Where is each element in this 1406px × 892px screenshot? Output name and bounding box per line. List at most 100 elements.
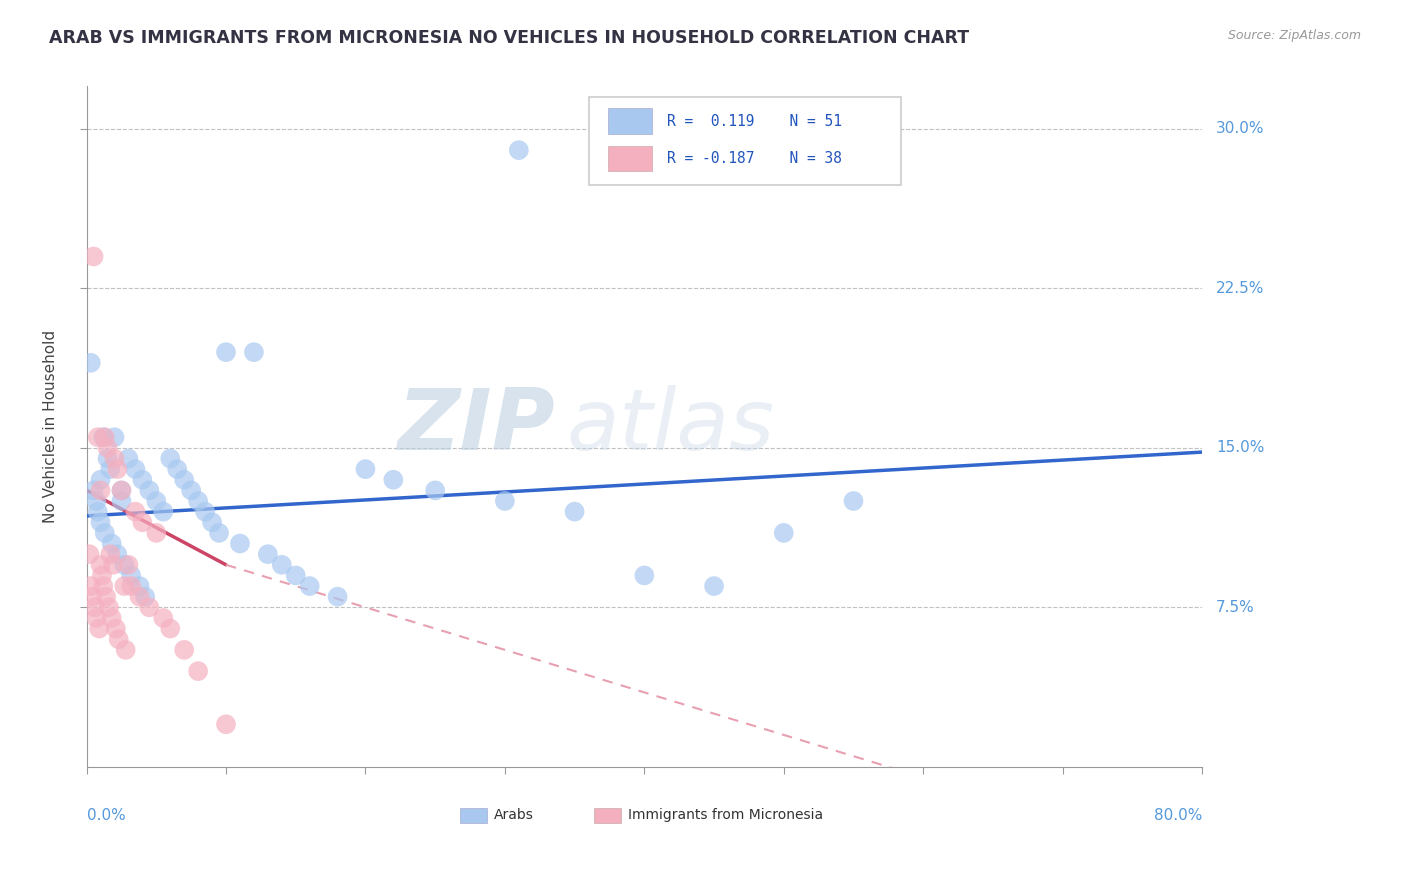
Point: [145, 525, 167, 540]
Point: [82, 590, 104, 604]
Point: [103, 451, 125, 466]
Point: [90, 558, 112, 572]
Text: 7.5%: 7.5%: [1216, 599, 1254, 615]
Text: Arabs: Arabs: [494, 808, 534, 822]
Text: Source: ZipAtlas.com: Source: ZipAtlas.com: [1227, 29, 1361, 42]
Point: [114, 643, 136, 657]
Point: [103, 430, 125, 444]
Point: [382, 473, 405, 487]
Text: 30.0%: 30.0%: [1216, 121, 1264, 136]
Point: [110, 483, 132, 498]
Point: [79, 547, 101, 561]
Bar: [607, 145, 652, 171]
Point: [215, 345, 238, 359]
Point: [508, 143, 530, 157]
Point: [87, 430, 110, 444]
Point: [494, 494, 516, 508]
Point: [80, 356, 103, 370]
Point: [101, 558, 124, 572]
Bar: [595, 807, 621, 822]
Point: [138, 600, 160, 615]
Point: [117, 451, 139, 466]
Text: 15.0%: 15.0%: [1216, 441, 1264, 455]
Point: [84, 600, 107, 615]
Point: [91, 579, 114, 593]
Text: 22.5%: 22.5%: [1216, 281, 1264, 296]
Point: [83, 250, 105, 264]
Point: [180, 483, 202, 498]
Point: [105, 462, 128, 476]
Point: [270, 558, 292, 572]
Point: [83, 483, 105, 498]
FancyBboxPatch shape: [589, 96, 901, 185]
Point: [90, 568, 112, 582]
Point: [354, 462, 377, 476]
Point: [772, 525, 794, 540]
Point: [124, 462, 146, 476]
Y-axis label: No Vehicles in Household: No Vehicles in Household: [44, 330, 58, 523]
Point: [152, 505, 174, 519]
Point: [425, 483, 447, 498]
Point: [194, 505, 217, 519]
Point: [173, 643, 195, 657]
Point: [564, 505, 586, 519]
Point: [842, 494, 865, 508]
Point: [86, 494, 108, 508]
Point: [86, 611, 108, 625]
Point: [229, 536, 252, 550]
Text: ARAB VS IMMIGRANTS FROM MICRONESIA NO VEHICLES IN HOUSEHOLD CORRELATION CHART: ARAB VS IMMIGRANTS FROM MICRONESIA NO VE…: [49, 29, 969, 46]
Point: [93, 430, 115, 444]
Point: [90, 473, 112, 487]
Point: [187, 494, 209, 508]
Point: [284, 568, 307, 582]
Point: [112, 558, 135, 572]
Point: [124, 505, 146, 519]
Point: [91, 430, 114, 444]
Point: [159, 622, 181, 636]
Bar: [607, 108, 652, 134]
Point: [326, 590, 349, 604]
Point: [131, 516, 153, 530]
Point: [110, 494, 132, 508]
Point: [100, 536, 122, 550]
Point: [120, 579, 142, 593]
Point: [243, 345, 266, 359]
Point: [128, 579, 150, 593]
Point: [98, 462, 121, 476]
Point: [90, 516, 112, 530]
Point: [80, 579, 103, 593]
Text: R =  0.119    N = 51: R = 0.119 N = 51: [666, 113, 842, 128]
Point: [128, 590, 150, 604]
Point: [98, 547, 121, 561]
Point: [187, 664, 209, 678]
Point: [215, 717, 238, 731]
Point: [633, 568, 655, 582]
Point: [145, 494, 167, 508]
Point: [93, 525, 115, 540]
Point: [120, 568, 142, 582]
Point: [100, 611, 122, 625]
Point: [89, 622, 111, 636]
Point: [105, 547, 128, 561]
Point: [138, 483, 160, 498]
Point: [90, 483, 112, 498]
Point: [96, 451, 118, 466]
Point: [107, 632, 129, 647]
Point: [117, 558, 139, 572]
Point: [134, 590, 156, 604]
Point: [94, 590, 117, 604]
Text: 0.0%: 0.0%: [87, 808, 125, 823]
Point: [110, 483, 132, 498]
Point: [104, 622, 127, 636]
Point: [131, 473, 153, 487]
Text: 80.0%: 80.0%: [1154, 808, 1202, 823]
Point: [97, 600, 120, 615]
Point: [208, 525, 231, 540]
Point: [703, 579, 725, 593]
Point: [257, 547, 280, 561]
Text: Immigrants from Micronesia: Immigrants from Micronesia: [627, 808, 823, 822]
Point: [87, 505, 110, 519]
Bar: [460, 807, 486, 822]
Point: [152, 611, 174, 625]
Point: [159, 451, 181, 466]
